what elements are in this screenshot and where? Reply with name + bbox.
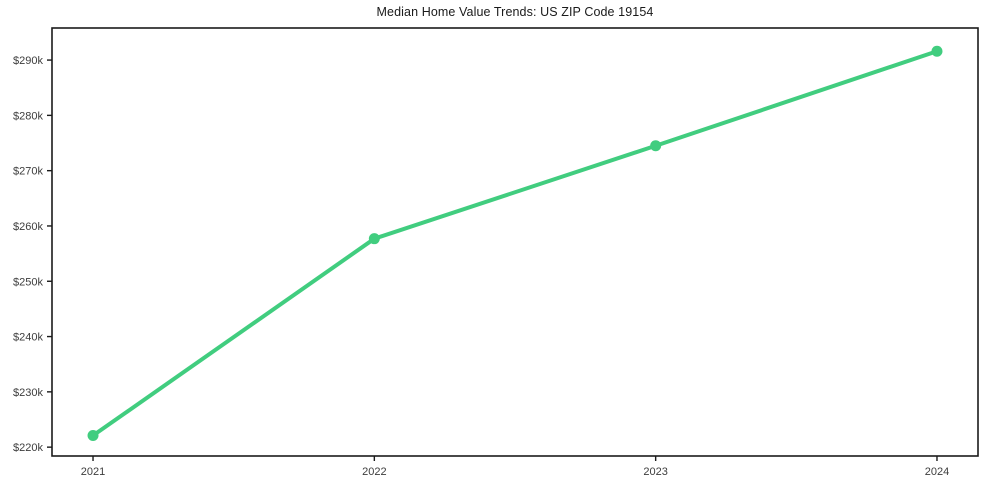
x-axis-tick-label: 2023 <box>643 466 667 478</box>
y-axis-tick-label: $250k <box>13 276 43 288</box>
y-axis-tick-label: $260k <box>13 221 43 233</box>
chart-title: Median Home Value Trends: US ZIP Code 19… <box>376 5 654 19</box>
y-axis-tick-label: $230k <box>13 387 43 399</box>
x-axis-tick-label: 2024 <box>925 466 949 478</box>
y-axis-tick-label: $220k <box>13 442 43 454</box>
y-axis-tick-label: $240k <box>13 332 43 344</box>
data-point <box>650 140 662 152</box>
y-axis-tick-label: $290k <box>13 55 43 67</box>
data-point <box>87 430 99 442</box>
x-axis-tick-label: 2021 <box>81 466 105 478</box>
plot-area-border <box>51 27 979 457</box>
y-axis-tick-label: $270k <box>13 166 43 178</box>
y-axis-tick-label: $280k <box>13 110 43 122</box>
x-axis-tick-label: 2022 <box>362 466 386 478</box>
line-series <box>91 49 939 438</box>
data-point <box>368 233 380 245</box>
data-point <box>931 45 943 57</box>
